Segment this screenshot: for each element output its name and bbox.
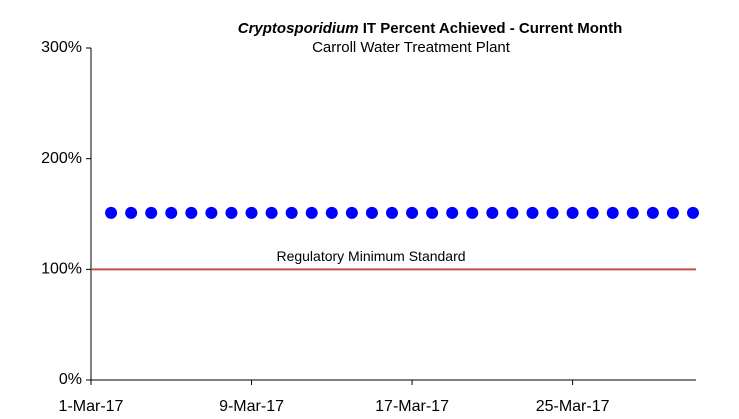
data-point [446, 206, 459, 219]
data-point [145, 206, 158, 219]
y-tick-label: 200% [41, 150, 82, 167]
chart-title: Cryptosporidium IT Percent Achieved - Cu… [238, 20, 623, 37]
data-point [606, 206, 619, 219]
data-point [265, 206, 278, 219]
chart-title-main: IT Percent Achieved - Current Month [363, 20, 622, 37]
y-tick-label: 300% [41, 39, 82, 56]
data-point [646, 206, 659, 219]
y-tick-label: 0% [59, 371, 82, 388]
data-point [566, 206, 579, 219]
data-point [365, 206, 378, 219]
data-point [285, 206, 298, 219]
data-point [426, 206, 439, 219]
data-point [125, 206, 138, 219]
chart-subtitle: Carroll Water Treatment Plant [312, 39, 511, 56]
data-point [506, 206, 519, 219]
y-tick-label: 100% [41, 261, 82, 278]
data-point [325, 206, 338, 219]
data-point [225, 206, 238, 219]
data-point [165, 206, 178, 219]
data-point [687, 206, 699, 219]
data-point [586, 206, 599, 219]
data-point [185, 206, 198, 219]
data-point [245, 206, 258, 219]
data-point [406, 206, 419, 219]
x-tick-label: 25-Mar-17 [536, 398, 610, 415]
x-tick-label: 17-Mar-17 [375, 398, 449, 415]
data-point [386, 206, 398, 219]
data-point [626, 206, 639, 219]
x-tick-label: 9-Mar-17 [219, 398, 284, 415]
data-point [305, 206, 318, 219]
reference-label: Regulatory Minimum Standard [276, 248, 465, 264]
data-point [205, 206, 218, 219]
data-point [345, 206, 358, 219]
data-point [466, 206, 479, 219]
data-point [546, 206, 559, 219]
data-point [486, 206, 499, 219]
x-tick-label: 1-Mar-17 [59, 398, 124, 415]
data-point [105, 206, 118, 219]
chart-title-italic: Cryptosporidium [238, 20, 359, 37]
data-point [526, 206, 539, 219]
data-point [666, 206, 679, 219]
